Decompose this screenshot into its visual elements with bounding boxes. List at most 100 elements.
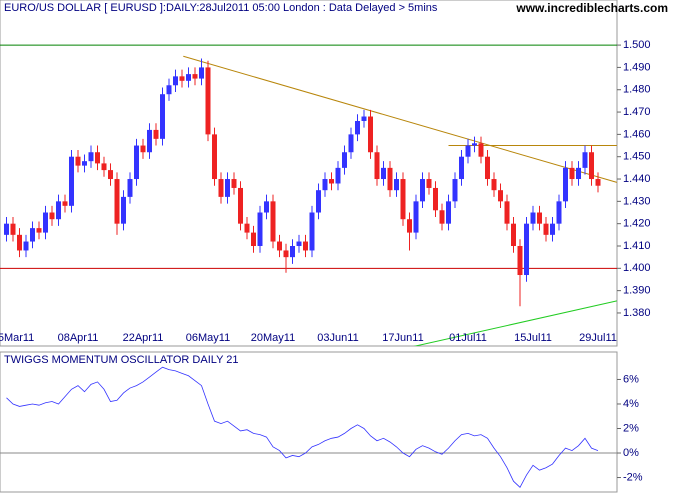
x-tick-label: 29Jul11 [579, 332, 617, 344]
x-tick-label: 22Apr11 [123, 332, 164, 344]
candle-body [491, 179, 497, 191]
candle-body [166, 85, 172, 95]
y-tick-label: 1.390 [623, 285, 651, 297]
candle-body [56, 201, 61, 220]
candle-body [173, 76, 178, 86]
candle-body [355, 120, 360, 135]
candle-body [153, 129, 159, 139]
candle-body [270, 201, 276, 242]
candle-body [114, 179, 120, 224]
candle-body [283, 250, 289, 258]
y-tick-label: 1.420 [623, 218, 651, 230]
candle-body [517, 245, 523, 276]
candle-body [478, 143, 484, 157]
y-tick-label: 1.430 [623, 195, 651, 207]
candle-body [17, 234, 22, 251]
candle-body [381, 167, 386, 180]
x-tick-label: 01Jul11 [449, 332, 487, 344]
y-tick-label: 6% [623, 373, 639, 385]
candle-body [426, 179, 432, 188]
candle-body [244, 223, 250, 233]
candle-body [49, 212, 55, 220]
candle-body [127, 179, 133, 197]
candle-body [335, 167, 341, 184]
y-tick-label: 1.500 [623, 39, 651, 51]
candle-body [251, 232, 256, 246]
candle-body [446, 201, 451, 224]
candle-body [264, 201, 269, 213]
candle-body [277, 241, 282, 251]
oscillator-panel [0, 351, 618, 493]
candle-body [342, 152, 347, 168]
candle-body [563, 167, 568, 202]
candle-body [4, 223, 9, 235]
x-tick-label: 20May11 [251, 332, 295, 344]
y-tick-label: 1.480 [623, 84, 651, 96]
candle-body [238, 187, 243, 224]
y-tick-label: 1.380 [623, 307, 651, 319]
candle-body [368, 116, 373, 153]
y-tick-label: 1.410 [623, 240, 651, 252]
candle-body [348, 134, 354, 153]
candle-body [498, 190, 503, 202]
candle-body [62, 201, 68, 206]
candle-body [530, 212, 536, 224]
y-tick-label: 1.400 [623, 262, 651, 274]
y-tick-label: 1.440 [623, 173, 651, 185]
candle-body [420, 179, 425, 202]
oscillator-line [6, 366, 599, 488]
y-tick-label: 2% [623, 422, 639, 434]
candle-body [82, 161, 87, 166]
x-tick-label: 08Apr11 [58, 332, 99, 344]
trend-line [183, 55, 617, 183]
candle-body [179, 76, 185, 81]
candle-body [121, 196, 126, 224]
chart-title: EURO/US DOLLAR [ EURUSD ]:DAILY:28Jul201… [4, 2, 438, 14]
watermark: www.incrediblecharts.com [515, 1, 668, 15]
candle-body [537, 212, 542, 224]
candle-body [36, 228, 42, 233]
y-tick-label: 4% [623, 398, 639, 410]
candle-body [95, 152, 100, 164]
candle-body [160, 94, 165, 139]
candle-body [225, 179, 230, 197]
candle-body [69, 156, 74, 206]
candle-body [88, 152, 94, 162]
candle-body [303, 241, 308, 251]
candle-body [257, 212, 263, 246]
y-tick-label: 1.450 [623, 151, 651, 163]
y-tick-label: 1.460 [623, 128, 651, 140]
candle-body [589, 152, 594, 180]
candle-body [413, 201, 419, 233]
candle-body [576, 167, 581, 180]
candle-body [231, 179, 237, 188]
candle-body [556, 201, 562, 224]
candle-body [387, 167, 393, 191]
candle-body [400, 179, 406, 220]
x-tick-label: 06May11 [186, 332, 230, 344]
oscillator-title: TWIGGS MOMENTUM OSCILLATOR DAILY 21 [4, 354, 239, 366]
candle-body [504, 201, 510, 224]
y-tick-label: -2% [623, 471, 643, 483]
candle-body [108, 170, 113, 180]
x-tick-label: 03Jun11 [317, 332, 358, 344]
candle-body [439, 210, 445, 224]
candle-body [394, 179, 399, 191]
candle-body [140, 145, 146, 153]
candle-body [290, 245, 295, 258]
candle-body [101, 163, 107, 171]
candle-body [134, 145, 139, 180]
candle-body [205, 67, 211, 135]
candle-body [23, 241, 29, 251]
candle-body [361, 116, 367, 121]
candle-body [322, 179, 328, 191]
candle-body [485, 156, 490, 180]
y-tick-label: 1.490 [623, 61, 651, 73]
candle-body [407, 219, 412, 233]
candle-body [543, 223, 549, 235]
candle-body [582, 152, 588, 168]
candle-body [524, 223, 529, 276]
candle-body [472, 143, 477, 146]
x-tick-label: 25Mar11 [0, 332, 34, 344]
